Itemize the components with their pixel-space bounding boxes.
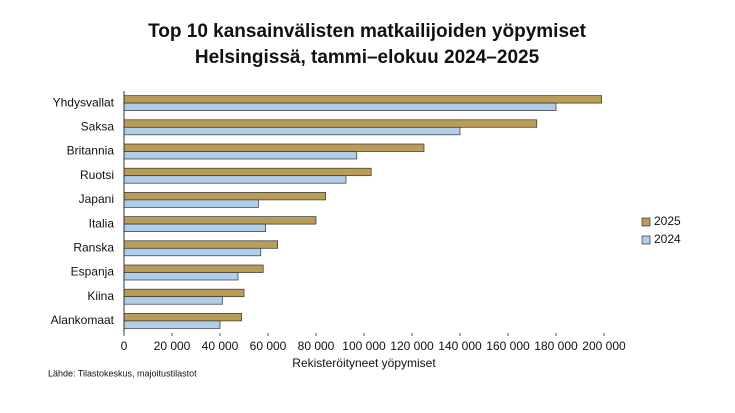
bar xyxy=(123,167,372,177)
source-note: Lähde: Tilastokeskus, majoitustilastot xyxy=(48,368,197,378)
y-tick-label: Britannia xyxy=(67,144,115,158)
y-tick-label: Espanja xyxy=(71,265,115,279)
bar xyxy=(123,95,602,104)
bar xyxy=(123,272,239,281)
bar xyxy=(123,119,538,128)
chart-title: Top 10 kansainvälisten matkailijoiden yö… xyxy=(148,21,587,42)
bar xyxy=(123,199,259,208)
bar xyxy=(123,143,425,152)
bar xyxy=(123,288,245,298)
x-tick-label: 80 000 xyxy=(298,339,335,353)
legend-label: 2024 xyxy=(654,232,681,246)
y-tick-label: Ruotsi xyxy=(80,168,114,182)
x-tick-label: 200 000 xyxy=(582,339,626,353)
x-tick-label: 60 000 xyxy=(250,339,287,353)
bar xyxy=(123,240,278,249)
y-tick-label: Ranska xyxy=(73,240,114,254)
bar xyxy=(123,264,264,273)
y-tick-label: Japani xyxy=(79,192,114,206)
x-tick-label: 100 000 xyxy=(342,339,386,353)
x-tick-label: 160 000 xyxy=(486,339,530,353)
bar xyxy=(123,192,326,201)
bar xyxy=(123,296,223,305)
legend-swatch xyxy=(641,235,651,245)
y-tick-label: Yhdysvallat xyxy=(53,95,115,109)
y-tick-label: Kiina xyxy=(87,289,114,303)
bar xyxy=(123,313,242,322)
bar xyxy=(123,175,347,184)
x-tick-label: 180 000 xyxy=(534,339,578,353)
legend-label: 2025 xyxy=(654,214,681,228)
y-tick-label: Alankomaat xyxy=(51,313,115,327)
x-axis-label: Rekisteröityneet yöpymiset xyxy=(292,356,436,370)
bar xyxy=(123,216,317,225)
y-tick-label: Saksa xyxy=(81,119,115,133)
x-tick-label: 0 xyxy=(121,339,128,353)
bar xyxy=(123,320,221,329)
x-tick-label: 120 000 xyxy=(390,339,434,353)
x-tick-label: 20 000 xyxy=(154,339,191,353)
bar xyxy=(123,151,358,160)
chart-title: Helsingissä, tammi–elokuu 2024–2025 xyxy=(195,47,540,68)
bar xyxy=(123,223,266,232)
bar xyxy=(123,126,461,136)
bar xyxy=(123,102,557,111)
x-tick-label: 40 000 xyxy=(202,339,239,353)
bar xyxy=(123,247,262,257)
x-tick-label: 140 000 xyxy=(438,339,482,353)
legend-swatch xyxy=(641,217,651,227)
y-tick-label: Italia xyxy=(89,216,115,230)
